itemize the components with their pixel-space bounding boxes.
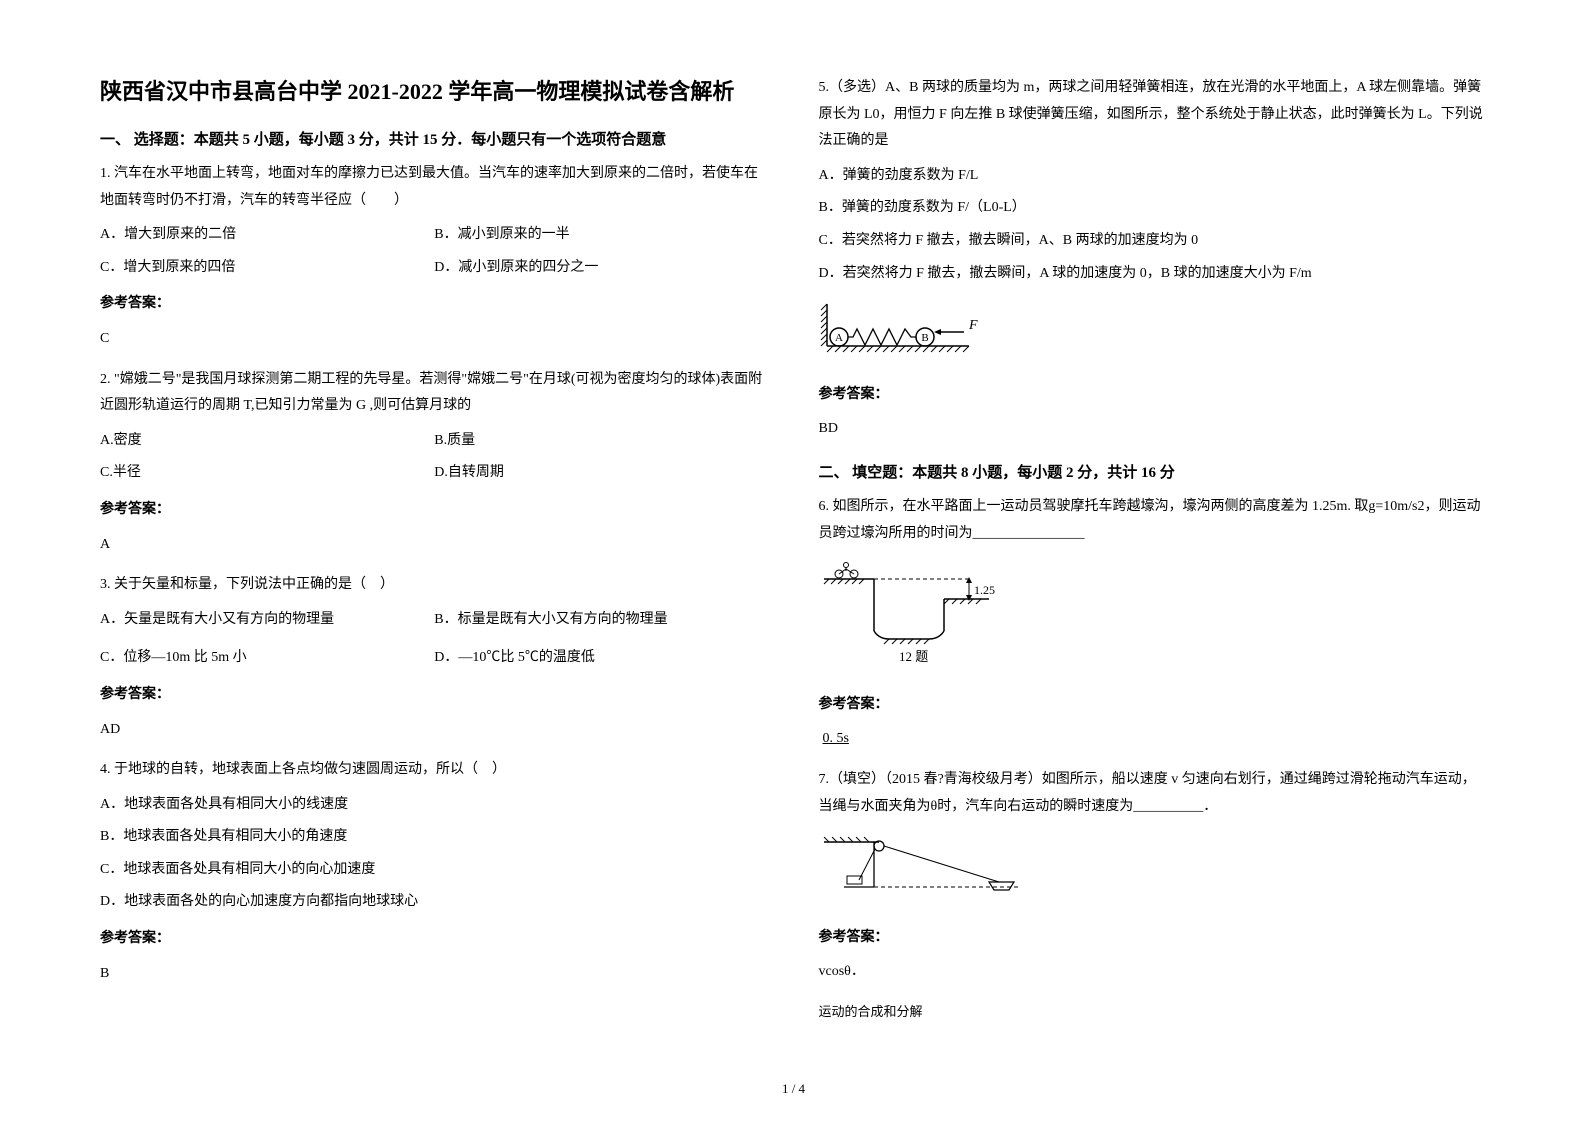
q2-option-c: C.半径	[100, 460, 434, 487]
q5-option-a: A．弹簧的劲度系数为 F/L	[819, 163, 1488, 190]
q6-diagram-caption: 12 题	[899, 649, 928, 664]
q4-text: 4. 于地球的自转，地球表面上各点均做匀速圆周运动，所以（ ）	[100, 757, 769, 784]
q1-option-d: D．减小到原来的四分之一	[434, 255, 768, 282]
q5-diagram: A B F	[819, 299, 1488, 370]
q5-options: A．弹簧的劲度系数为 F/L B．弹簧的劲度系数为 F/（L0-L） C．若突然…	[819, 163, 1488, 287]
q6-answer-label: 参考答案：	[819, 692, 1488, 719]
q7-answer: vcosθ．	[819, 959, 1488, 986]
q6-text: 6. 如图所示，在水平路面上一运动员驾驶摩托车跨越壕沟，壕沟两侧的高度差为 1.…	[819, 494, 1488, 547]
q6-answer-value: 0. 5s	[819, 731, 853, 746]
q1-text: 1. 汽车在水平地面上转弯，地面对车的摩擦力已达到最大值。当汽车的速率加大到原来…	[100, 161, 769, 214]
q6-height-label: 1.25	[974, 583, 995, 597]
q7-sub-note: 运动的合成和分解	[819, 1000, 1488, 1025]
q7-diagram	[819, 832, 1488, 913]
q5-option-c: C．若突然将力 F 撤去，撤去瞬间，A、B 两球的加速度均为 0	[819, 228, 1488, 255]
q5-answer-label: 参考答案：	[819, 382, 1488, 409]
question-5: 5.（多选）A、B 两球的质量均为 m，两球之间用轻弹簧相连，放在光滑的水平地面…	[819, 75, 1488, 443]
q1-option-b: B．减小到原来的一半	[434, 222, 768, 249]
q6-diagram: 1.25 12 题	[819, 559, 1488, 680]
q3-text: 3. 关于矢量和标量，下列说法中正确的是（ ）	[100, 572, 769, 599]
left-column: 陕西省汉中市县高台中学 2021-2022 学年高一物理模拟试卷含解析 一、 选…	[100, 75, 769, 1082]
q5-option-b: B．弹簧的劲度系数为 F/（L0-L）	[819, 195, 1488, 222]
q1-answer: C	[100, 326, 769, 353]
q1-option-a: A．增大到原来的二倍	[100, 222, 434, 249]
q4-option-a: A．地球表面各处具有相同大小的线速度	[100, 792, 769, 819]
page-number: 1 / 4	[782, 1081, 805, 1097]
page-container: 陕西省汉中市县高台中学 2021-2022 学年高一物理模拟试卷含解析 一、 选…	[100, 75, 1487, 1082]
q4-answer-label: 参考答案：	[100, 926, 769, 953]
question-1: 1. 汽车在水平地面上转弯，地面对车的摩擦力已达到最大值。当汽车的速率加大到原来…	[100, 161, 769, 353]
q2-answer: A	[100, 532, 769, 559]
q5-text: 5.（多选）A、B 两球的质量均为 m，两球之间用轻弹簧相连，放在光滑的水平地面…	[819, 75, 1488, 155]
q5-label-b: B	[921, 332, 928, 344]
question-3: 3. 关于矢量和标量，下列说法中正确的是（ ） A．矢量是既有大小又有方向的物理…	[100, 572, 769, 743]
q3-option-b: B．标量是既有大小又有方向的物理量	[434, 607, 768, 634]
q4-option-d: D．地球表面各处的向心加速度方向都指向地球球心	[100, 889, 769, 916]
q1-option-c: C．增大到原来的四倍	[100, 255, 434, 282]
q1-options: A．增大到原来的二倍 B．减小到原来的一半 C．增大到原来的四倍 D．减小到原来…	[100, 222, 769, 281]
q2-text: 2. "嫦娥二号"是我国月球探测第二期工程的先导星。若测得"嫦娥二号"在月球(可…	[100, 367, 769, 420]
q3-option-c: C．位移—10m 比 5m 小	[100, 645, 434, 672]
right-column: 5.（多选）A、B 两球的质量均为 m，两球之间用轻弹簧相连，放在光滑的水平地面…	[819, 75, 1488, 1082]
q3-option-d: D．—10℃比 5℃的温度低	[434, 645, 768, 672]
q1-answer-label: 参考答案：	[100, 291, 769, 318]
q4-option-b: B．地球表面各处具有相同大小的角速度	[100, 824, 769, 851]
question-7: 7.（填空）（2015 春?青海校级月考）如图所示，船以速度 v 匀速向右划行，…	[819, 767, 1488, 1025]
q3-answer: AD	[100, 717, 769, 744]
q2-option-d: D.自转周期	[434, 460, 768, 487]
question-6: 6. 如图所示，在水平路面上一运动员驾驶摩托车跨越壕沟，壕沟两侧的高度差为 1.…	[819, 494, 1488, 753]
q2-option-a: A.密度	[100, 428, 434, 455]
q2-answer-label: 参考答案：	[100, 497, 769, 524]
q7-answer-label: 参考答案：	[819, 925, 1488, 952]
q5-answer: BD	[819, 416, 1488, 443]
section-1-header: 一、 选择题：本题共 5 小题，每小题 3 分，共计 15 分．每小题只有一个选…	[100, 128, 769, 149]
q4-answer: B	[100, 961, 769, 988]
q5-label-a: A	[835, 332, 843, 344]
question-4: 4. 于地球的自转，地球表面上各点均做匀速圆周运动，所以（ ） A．地球表面各处…	[100, 757, 769, 987]
q2-option-b: B.质量	[434, 428, 768, 455]
q6-answer: 0. 5s	[819, 726, 1488, 753]
q4-options: A．地球表面各处具有相同大小的线速度 B．地球表面各处具有相同大小的角速度 C．…	[100, 792, 769, 916]
q5-label-f: F	[968, 318, 978, 333]
question-2: 2. "嫦娥二号"是我国月球探测第二期工程的先导星。若测得"嫦娥二号"在月球(可…	[100, 367, 769, 559]
q3-answer-label: 参考答案：	[100, 682, 769, 709]
q2-options: A.密度 B.质量 C.半径 D.自转周期	[100, 428, 769, 487]
q3-options: A．矢量是既有大小又有方向的物理量 B．标量是既有大小又有方向的物理量 C．位移…	[100, 607, 769, 672]
q7-text: 7.（填空）（2015 春?青海校级月考）如图所示，船以速度 v 匀速向右划行，…	[819, 767, 1488, 820]
q5-option-d: D．若突然将力 F 撤去，撤去瞬间，A 球的加速度为 0，B 球的加速度大小为 …	[819, 261, 1488, 288]
section-2-header: 二、 填空题：本题共 8 小题，每小题 2 分，共计 16 分	[819, 461, 1488, 482]
exam-title: 陕西省汉中市县高台中学 2021-2022 学年高一物理模拟试卷含解析	[100, 75, 769, 108]
q4-option-c: C．地球表面各处具有相同大小的向心加速度	[100, 857, 769, 884]
q3-option-a: A．矢量是既有大小又有方向的物理量	[100, 607, 434, 634]
